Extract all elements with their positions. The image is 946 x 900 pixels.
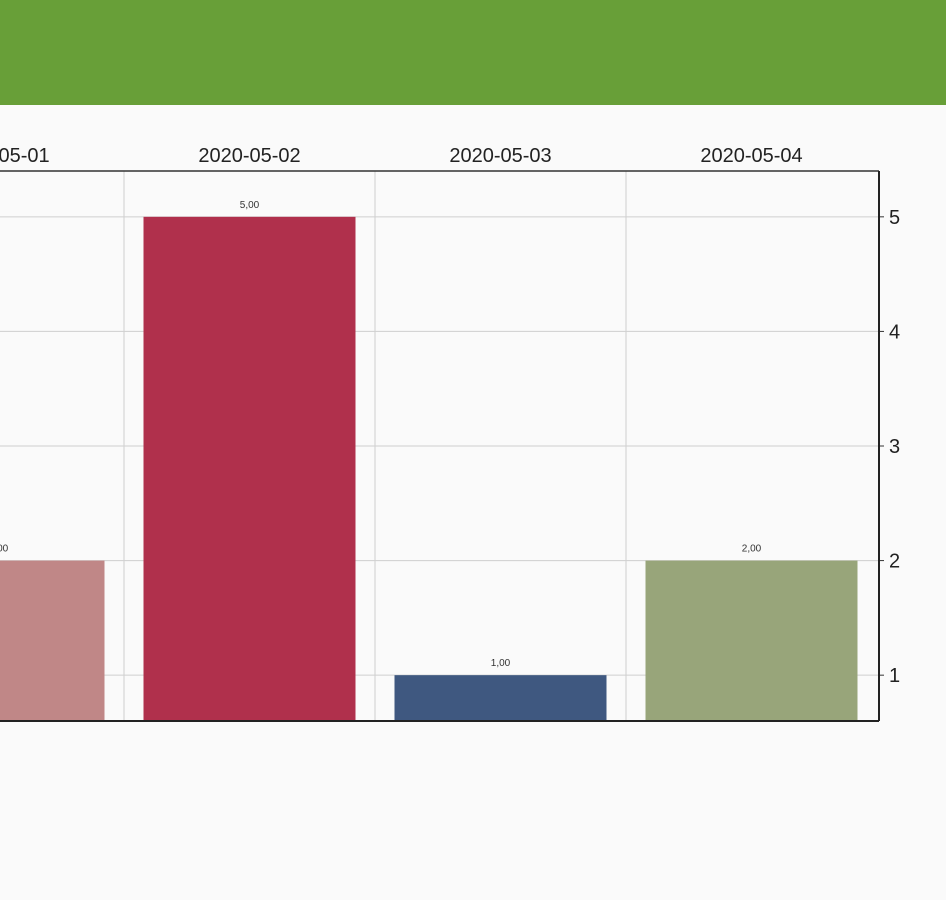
bar-value-label: 5,00 [240, 200, 260, 211]
bar [0, 560, 105, 721]
bars [0, 216, 858, 721]
bar-value-label: 2,00 [0, 544, 9, 555]
y-tick-label: 5 [889, 207, 900, 229]
plot-frame [0, 170, 880, 722]
bar [143, 216, 356, 721]
x-tick-label: 2020-05-02 [198, 145, 300, 167]
x-tick-label: 2020-05-01 [0, 145, 50, 167]
bar [645, 560, 858, 721]
y-tick-label: 1 [889, 665, 900, 687]
app-bar [0, 0, 946, 105]
y-tick-label: 3 [889, 436, 900, 458]
x-tick-label: 2020-05-03 [449, 145, 551, 167]
bar-chart: 2,005,001,002,00 2020-05-012020-05-02202… [0, 145, 900, 722]
bar-value-label: 2,00 [742, 544, 762, 555]
value-labels: 2,00 5,00 1,00 2,00 [0, 200, 762, 669]
chart-area: 2,005,001,002,00 2020-05-012020-05-02202… [0, 105, 946, 900]
y-tick-label: 4 [889, 321, 900, 343]
x-tick-labels: 2020-05-01 2020-05-02 2020-05-03 2020-05-04 [0, 145, 803, 167]
y-tick-label: 2 [889, 551, 900, 573]
y-tick-labels: 1 2 3 4 5 [889, 207, 900, 687]
x-tick-label: 2020-05-04 [700, 145, 802, 167]
bar [394, 675, 607, 721]
bar-value-label: 1,00 [491, 658, 511, 669]
